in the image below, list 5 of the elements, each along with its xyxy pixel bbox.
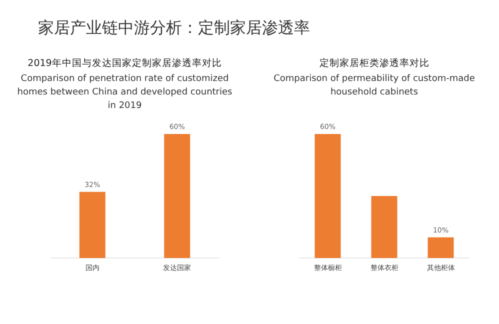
chart-title: 2019年中国与发达国家定制家居渗透率对比 bbox=[28, 57, 222, 69]
chart-title: 定制家居柜类渗透率对比 bbox=[319, 57, 430, 69]
text: 家居产业链中游分析：定制家居渗透率 bbox=[38, 18, 310, 37]
chart-subtitle: Comparison of permeability of custom-made household cabinets bbox=[274, 74, 476, 98]
chart-subtitle: Comparison of penetration rate of customized homes between China and developed countries in 2019 bbox=[17, 74, 233, 111]
